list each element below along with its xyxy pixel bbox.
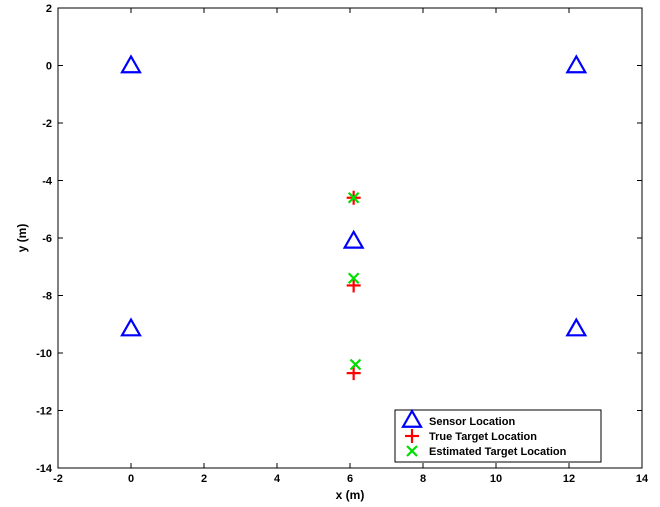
- estimated-target-x-marker: [347, 272, 360, 285]
- true-target-plus-marker: [346, 278, 361, 293]
- y-tick-label: 0: [46, 61, 52, 73]
- x-tick-label: 2: [201, 473, 207, 485]
- estimated-target-x-marker: [349, 358, 362, 371]
- data-marks: [120, 54, 588, 381]
- y-tick-label: 2: [46, 3, 52, 15]
- sensor-triangle-marker: [120, 54, 142, 74]
- y-tick-label: -4: [42, 176, 53, 188]
- y-tick-label: -12: [36, 406, 52, 418]
- legend: Sensor Location True Target Location Estim…: [394, 408, 602, 463]
- y-tick-label: -6: [42, 233, 52, 245]
- legend-entry-label: True Target Location: [429, 431, 537, 443]
- legend-entry-label: Sensor Location: [429, 416, 515, 428]
- sensor-triangle-marker: [120, 317, 142, 337]
- x-tick-label: 10: [490, 473, 502, 485]
- y-axis-label: y (m): [15, 224, 29, 253]
- x-tick-label: 8: [420, 473, 426, 485]
- x-tick-label: 6: [347, 473, 353, 485]
- x-tick-label: 0: [128, 473, 134, 485]
- legend-entry-label: Estimated Target Location: [429, 446, 567, 458]
- x-axis-label: x (m): [336, 488, 365, 502]
- x-tick-label: 14: [636, 473, 649, 485]
- y-tick-label: -8: [42, 291, 52, 303]
- x-tick-label: -2: [53, 473, 63, 485]
- y-tick-label: -2: [42, 118, 52, 130]
- legend-sensor-triangle-marker: [401, 408, 423, 428]
- true-target-plus-marker: [346, 366, 361, 381]
- estimated-target-x-marker: [347, 191, 360, 204]
- sensor-triangle-marker: [342, 229, 365, 249]
- legend-box: [394, 409, 602, 463]
- x-tick-label: 12: [563, 473, 575, 485]
- sensor-triangle-marker: [565, 54, 588, 74]
- y-tick-label: -14: [36, 463, 53, 475]
- legend-estimated-target-x-marker: [406, 445, 418, 457]
- axis-ticks: -2 0 2 4 6 8 10 12 14 -14 -12 -10 -8 -6 -4 -2 0 2: [36, 3, 649, 485]
- y-tick-label: -10: [36, 348, 52, 360]
- legend-true-target-plus-marker: [405, 429, 419, 443]
- sensor-triangle-marker: [565, 317, 588, 337]
- x-tick-label: 4: [274, 473, 281, 485]
